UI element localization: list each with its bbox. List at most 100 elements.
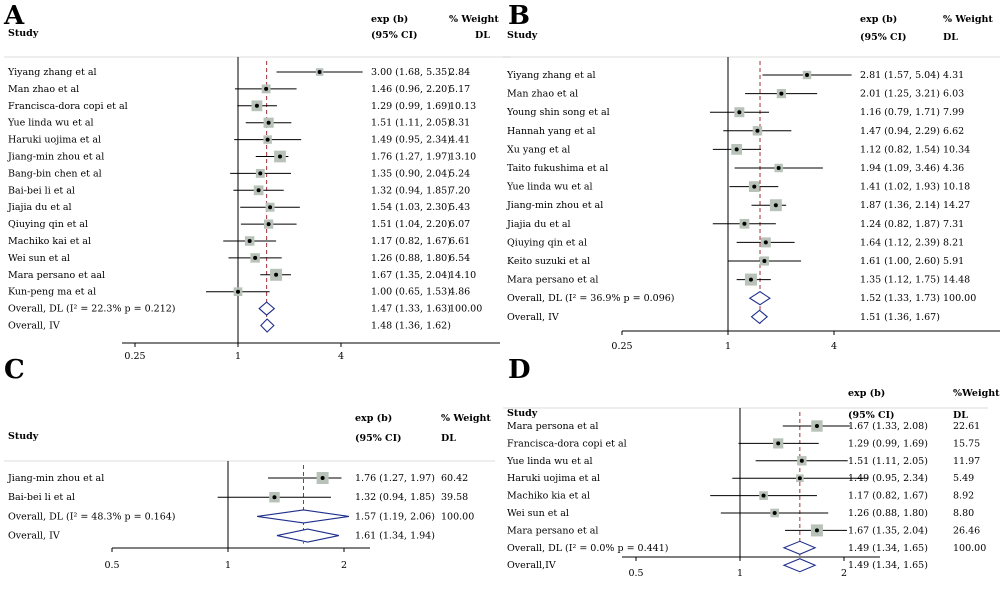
point-estimate: [797, 476, 802, 481]
study-estimate: 1.29 (0.99, 1.69): [848, 438, 928, 449]
x-tick-label: 1: [737, 568, 743, 579]
study-label: Bang-bin chen et al: [8, 168, 102, 179]
study-estimate: 1.67 (1.33, 2.08): [848, 421, 928, 432]
study-estimate: 1.67 (1.35, 2.04): [371, 270, 451, 281]
point-estimate: [748, 277, 753, 282]
study-label: Keito suzuki et al: [507, 256, 590, 267]
pooled-estimate: 1.52 (1.33, 1.73): [860, 293, 940, 304]
study-weight: 14.27: [943, 200, 970, 211]
header-weight-sub: DL: [475, 30, 490, 41]
header-ci: (95% CI): [371, 30, 418, 41]
study-estimate: 1.51 (1.04, 2.20): [371, 219, 451, 230]
pooled-label: Overall, DL (I² = 0.0% p = 0.441): [507, 543, 668, 554]
x-tick-label: 0.5: [104, 560, 119, 571]
study-label: Mara persano et aal: [8, 270, 105, 281]
study-estimate: 1.16 (0.79, 1.71): [860, 107, 940, 118]
point-estimate: [761, 493, 766, 498]
point-estimate: [776, 441, 781, 446]
point-estimate: [755, 128, 760, 133]
x-tick-label: 1: [225, 560, 231, 571]
pooled-diamond: [782, 540, 817, 555]
study-estimate: 1.61 (1.00, 2.60): [860, 256, 940, 267]
point-estimate: [814, 424, 819, 428]
study-weight: 5.17: [449, 84, 470, 95]
pooled-estimate: 1.61 (1.34, 1.94): [355, 531, 435, 542]
study-label: Jiang-min zhou et al: [7, 473, 104, 484]
header-weight-sub: DL: [943, 32, 958, 43]
point-estimate: [737, 110, 742, 115]
pooled-weight: 100.00: [441, 511, 474, 522]
study-label: Machiko kia et al: [507, 491, 590, 502]
study-label: Kun-peng ma et al: [8, 287, 96, 298]
point-estimate: [236, 289, 240, 294]
pooled-diamond: [782, 558, 817, 573]
study-weight: 11.97: [953, 456, 980, 467]
study-estimate: 1.32 (0.94, 1.85): [355, 492, 435, 503]
point-estimate: [734, 147, 739, 152]
study-weight: 8.21: [943, 237, 964, 248]
study-label: Yue linda wu et al: [506, 456, 593, 467]
study-weight: 4.41: [449, 135, 470, 146]
study-estimate: 1.87 (1.36, 2.14): [860, 200, 940, 211]
x-tick-label: 1: [725, 341, 731, 352]
point-estimate: [320, 476, 325, 480]
pooled-estimate: 1.57 (1.19, 2.06): [355, 511, 435, 522]
header-weight: % Weight: [943, 14, 993, 25]
study-weight: 22.61: [953, 421, 980, 432]
study-weight: 4.31: [943, 70, 964, 81]
pooled-label: Overall, DL (I² = 36.9% p = 0.096): [507, 293, 675, 304]
study-weight: 7.99: [943, 107, 964, 118]
header-study: Study: [507, 30, 538, 41]
study-estimate: 1.67 (1.35, 2.04): [848, 525, 928, 536]
point-estimate: [773, 203, 778, 208]
point-estimate: [772, 511, 777, 515]
point-estimate: [814, 528, 819, 533]
study-label: Francisca-dora copi et al: [507, 438, 627, 449]
header-ci: (95% CI): [860, 32, 907, 43]
study-weight: 7.20: [449, 185, 470, 196]
study-weight: 13.10: [449, 152, 476, 163]
point-estimate: [247, 239, 252, 243]
header-weight-sub: DL: [953, 410, 968, 421]
study-label: Mara persano et al: [507, 525, 598, 536]
study-estimate: 1.51 (1.11, 2.05): [848, 456, 928, 467]
study-label: Jiajia du et al: [506, 219, 571, 230]
study-weight: 60.42: [441, 473, 468, 484]
study-label: Mara persona et al: [507, 421, 598, 432]
study-label: Mara persano et al: [507, 275, 598, 286]
point-estimate: [799, 458, 804, 463]
study-estimate: 2.01 (1.25, 3.21): [860, 89, 940, 100]
header-study: Study: [8, 28, 39, 39]
study-estimate: 1.76 (1.27, 1.97): [355, 473, 435, 484]
study-label: Wei sun et al: [507, 508, 569, 519]
pooled-diamond: [257, 509, 350, 524]
study-estimate: 1.00 (0.65, 1.53): [371, 287, 451, 298]
point-estimate: [254, 103, 259, 108]
study-estimate: 1.17 (0.82, 1.67): [848, 491, 928, 502]
study-estimate: 1.24 (0.82, 1.87): [860, 219, 940, 230]
pooled-diamond: [276, 528, 340, 543]
pooled-label: Overall, IV: [8, 531, 60, 542]
study-label: Bai-bei li et al: [8, 185, 75, 196]
study-label: Man zhao et al: [507, 89, 578, 100]
pooled-weight: 100.00: [449, 304, 482, 315]
point-estimate: [763, 240, 768, 245]
pooled-label: Overall, IV: [507, 312, 559, 323]
study-label: Young shin song et al: [506, 107, 610, 118]
x-tick-label: 2: [341, 560, 347, 571]
study-estimate: 1.47 (0.94, 2.29): [860, 126, 940, 137]
x-tick-label: 4: [831, 341, 837, 352]
point-estimate: [278, 154, 283, 159]
study-label: Jiajia du et al: [7, 202, 72, 213]
study-estimate: 1.54 (1.03, 2.30): [371, 202, 451, 213]
x-tick-label: 1: [235, 351, 241, 362]
x-tick-label: 2: [841, 568, 847, 579]
pooled-label: Overall, IV: [8, 321, 60, 332]
study-estimate: 1.35 (1.12, 1.75): [860, 275, 940, 286]
study-label: Yiyang zhang et al: [506, 70, 596, 81]
study-weight: 10.18: [943, 182, 970, 193]
header-effect: exp (b): [355, 413, 392, 424]
study-label: Bai-bei li et al: [8, 492, 75, 503]
study-label: Yue linda wu et al: [7, 118, 94, 129]
